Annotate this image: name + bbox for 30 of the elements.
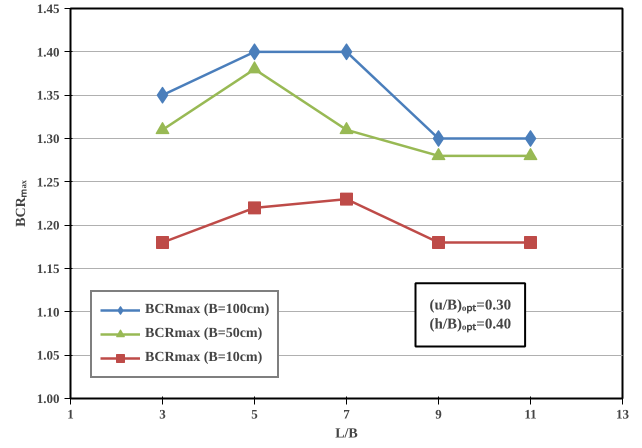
y-tick-label: 1.45 — [36, 1, 60, 16]
x-tick-label: 1 — [67, 406, 74, 422]
point — [432, 130, 444, 147]
x-tick-label: 9 — [435, 406, 442, 422]
point — [156, 236, 169, 249]
point — [432, 236, 445, 249]
y-tick-label: 1.40 — [36, 44, 60, 60]
x-tick-label: 5 — [251, 406, 258, 422]
annotation: (u/B)ₒₚₜ=0.30 (h/B)ₒₚₜ=0.40 — [430, 297, 512, 332]
y-tick-label: 1.10 — [36, 304, 60, 320]
point — [248, 201, 261, 214]
x-tick-label: 11 — [524, 406, 537, 422]
x-tick-label: 3 — [159, 406, 166, 422]
y-tick-label: 1.15 — [36, 261, 60, 276]
legend-label: BCRmax (B=100cm) — [145, 302, 270, 318]
legend-label: BCRmax (B=10cm) — [145, 350, 262, 366]
legend-label: BCRmax (B=50cm) — [145, 326, 262, 342]
x-axis-title: L/B — [335, 426, 358, 442]
x-tick-label: 13 — [616, 406, 630, 422]
point — [340, 192, 353, 206]
y-axis-title: BCRₘₐₓ — [14, 179, 29, 227]
y-tick-label: 1.20 — [36, 218, 60, 233]
point — [524, 236, 537, 249]
y-tick-label: 1.30 — [36, 131, 60, 146]
point — [524, 130, 536, 147]
y-tick-label: 1.25 — [36, 174, 60, 190]
y-tick-label: 1.00 — [36, 391, 60, 406]
x-tick-label: 7 — [343, 406, 350, 422]
y-tick-label: 1.05 — [36, 348, 60, 363]
y-tick-label: 1.35 — [36, 88, 60, 103]
